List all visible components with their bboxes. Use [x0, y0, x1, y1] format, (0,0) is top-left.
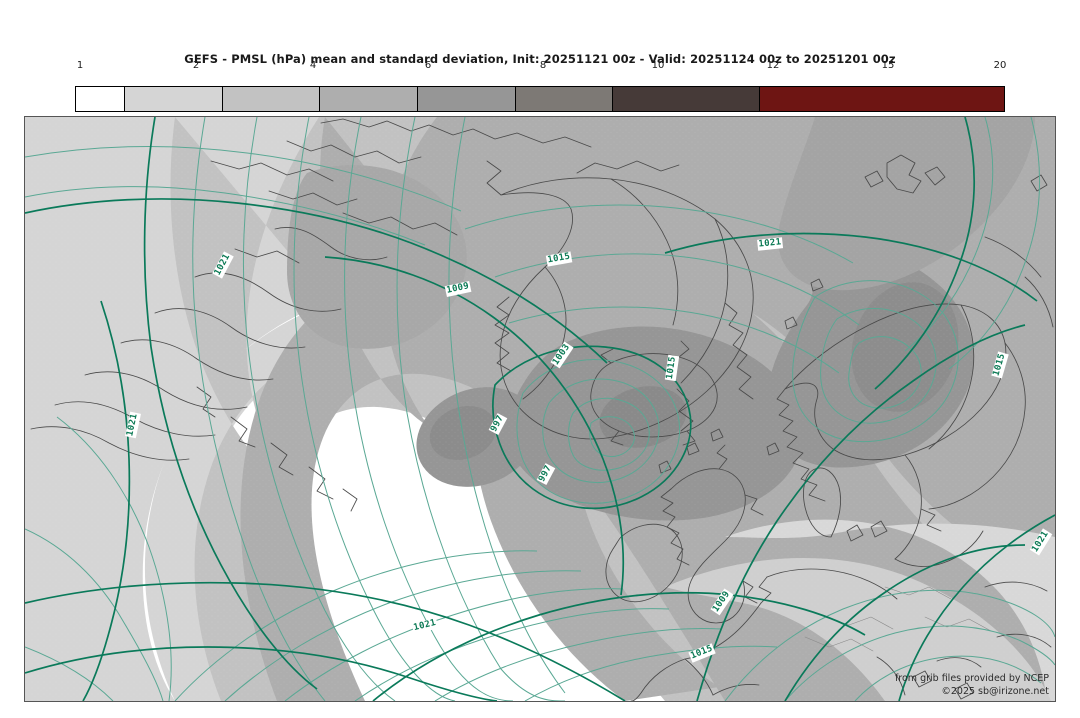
colorbar-gradient: [75, 86, 1005, 112]
colorbar-segment-6-8: [320, 87, 418, 111]
colorbar-tick-12: 12: [766, 60, 780, 71]
map-canvas: [25, 117, 1055, 701]
colorbar-segment-12-15: [613, 87, 760, 111]
isobars-major: [25, 117, 1055, 701]
colorbar-tick-2: 2: [192, 60, 200, 71]
colorbar-tick-1: 1: [76, 60, 84, 71]
colorbar-tick-6: 6: [424, 60, 432, 71]
attribution-source: from grib files provided by NCEP: [894, 673, 1049, 684]
page-title: GEFS - PMSL (hPa) mean and standard devi…: [184, 52, 896, 66]
colorbar-tick-15: 15: [881, 60, 895, 71]
colorbar: [75, 86, 1005, 112]
colorbar-tick-labels: 1 2 4 6 8 10 12 15 20: [0, 60, 1080, 76]
map-panel[interactable]: 1021 1021 1021 1021 1021 1015 1015 1015 1015 1009…: [24, 116, 1056, 702]
attribution-copyright: ©2025 sb@irizone.net: [941, 686, 1049, 697]
colorbar-tick-20: 20: [993, 60, 1007, 71]
shaded-stddev-field: [25, 117, 1055, 701]
colorbar-tick-8: 8: [539, 60, 547, 71]
colorbar-segment-4-6: [222, 87, 321, 111]
colorbar-tick-4: 4: [309, 60, 317, 71]
attribution: from grib files provided by NCEP ©2025 s…: [895, 672, 1049, 698]
colorbar-segment-15-20: [759, 87, 1004, 111]
colorbar-tick-10: 10: [651, 60, 665, 71]
colorbar-segment-1-2: [76, 87, 125, 111]
colorbar-segment-8-10: [417, 87, 516, 111]
coastlines: [30, 118, 1054, 701]
colorbar-segment-10-12: [515, 87, 614, 111]
colorbar-segment-2-4: [124, 87, 223, 111]
